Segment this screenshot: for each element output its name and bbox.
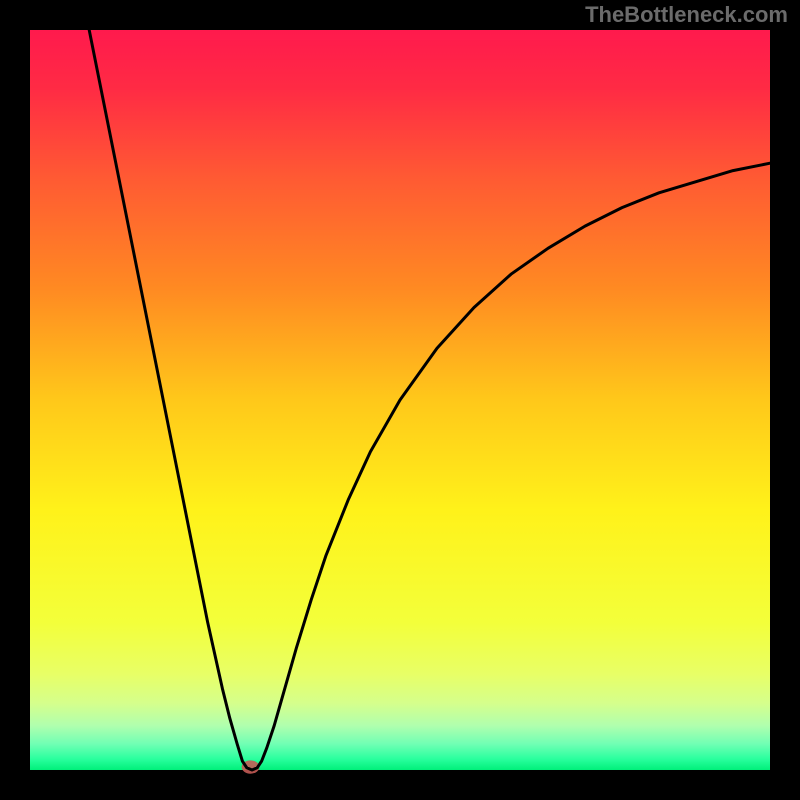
chart-frame: TheBottleneck.com (0, 0, 800, 800)
watermark-text: TheBottleneck.com (585, 2, 788, 28)
chart-svg (0, 0, 800, 800)
